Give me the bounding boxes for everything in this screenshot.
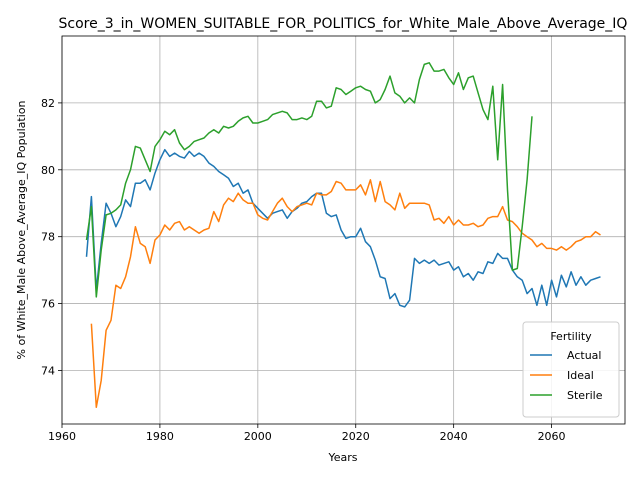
x-axis-label: Years xyxy=(327,451,357,464)
y-tick-label: 76 xyxy=(41,298,55,311)
x-tick-label: 2020 xyxy=(342,430,370,443)
y-tick-label: 80 xyxy=(41,164,55,177)
legend-label-actual: Actual xyxy=(567,349,601,362)
y-tick-label: 78 xyxy=(41,231,55,244)
legend-title: Fertility xyxy=(550,330,592,343)
plot-frame xyxy=(61,35,626,425)
legend-label-ideal: Ideal xyxy=(567,369,594,382)
x-axis-ticks: 1960 1980 2000 2020 2040 2060 xyxy=(48,424,566,443)
legend-label-sterile: Sterile xyxy=(567,389,603,402)
x-tick-label: 2000 xyxy=(244,430,272,443)
series-lines xyxy=(85,62,601,409)
x-tick-label: 2060 xyxy=(538,430,566,443)
chart-title: Score_3_in_WOMEN_SUITABLE_FOR_POLITICS_f… xyxy=(59,16,628,32)
grid-lines xyxy=(61,36,625,424)
x-tick-label: 1980 xyxy=(146,430,174,443)
y-tick-label: 74 xyxy=(41,364,55,377)
legend-box xyxy=(522,321,620,418)
x-tick-label: 1960 xyxy=(48,430,76,443)
x-tick-label: 2040 xyxy=(440,430,468,443)
series-line-actual xyxy=(85,148,601,308)
series-line-ideal xyxy=(90,179,601,409)
y-axis-ticks: 74 76 78 80 82 xyxy=(41,97,62,377)
y-tick-label: 82 xyxy=(41,97,55,110)
series-line-sterile xyxy=(85,62,533,298)
y-axis-label: % of White_Male Above_Average_IQ Populat… xyxy=(15,100,28,359)
legend: Fertility Actual Ideal Sterile xyxy=(522,321,620,418)
